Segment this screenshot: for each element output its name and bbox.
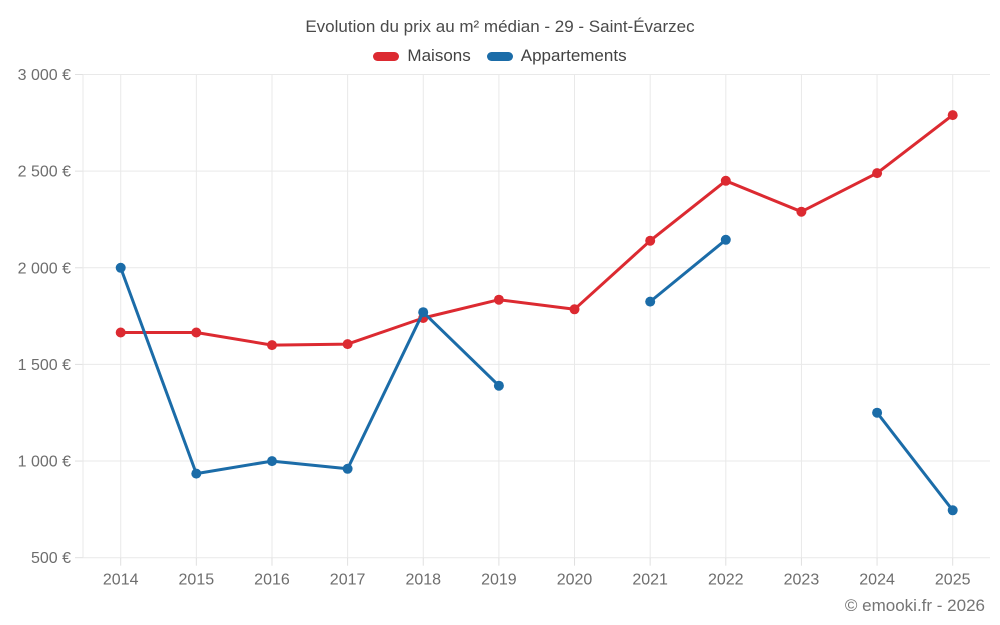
x-axis-label: 2020 — [557, 572, 593, 589]
data-point-maisons-2015[interactable] — [191, 327, 202, 338]
y-axis-label: 500 € — [31, 550, 71, 567]
y-axis-label: 1 000 € — [18, 454, 71, 471]
legend-label-appartements: Appartements — [520, 46, 627, 65]
x-axis-label: 2017 — [330, 572, 366, 589]
data-point-appartements-2022[interactable] — [720, 234, 731, 245]
data-point-appartements-2016[interactable] — [267, 456, 277, 467]
x-axis-label: 2021 — [632, 572, 668, 589]
x-axis-label: 2022 — [708, 572, 744, 589]
data-point-maisons-2014[interactable] — [115, 327, 126, 338]
data-point-appartements-2014[interactable] — [115, 262, 126, 273]
chart-legend: Maisons Appartements — [0, 46, 1000, 66]
x-axis-label: 2019 — [481, 572, 517, 589]
data-point-appartements-2025[interactable] — [947, 505, 958, 516]
x-axis-label: 2016 — [254, 572, 290, 589]
data-point-maisons-2020[interactable] — [569, 304, 580, 315]
data-point-appartements-2021[interactable] — [645, 296, 656, 307]
x-axis-label: 2023 — [784, 572, 820, 589]
data-point-appartements-2018[interactable] — [418, 307, 429, 318]
data-point-appartements-2015[interactable] — [191, 468, 202, 479]
data-point-appartements-2017[interactable] — [342, 463, 353, 474]
data-point-maisons-2019[interactable] — [493, 294, 504, 305]
legend-swatch-appartements — [486, 51, 513, 61]
x-axis-label: 2024 — [859, 572, 895, 589]
series-line-appartements — [648, 238, 728, 304]
chart-title: Evolution du prix au m² médian - 29 - Sa… — [305, 17, 695, 36]
x-axis-label: 2014 — [103, 572, 139, 589]
x-axis-label: 2018 — [405, 572, 441, 589]
data-point-maisons-2023[interactable] — [796, 206, 807, 217]
series-line-appartements — [875, 411, 955, 512]
legend-item-maisons[interactable]: Maisons — [373, 46, 471, 66]
data-point-maisons-2021[interactable] — [645, 235, 656, 246]
y-axis-label: 2 500 € — [18, 164, 71, 181]
data-point-maisons-2022[interactable] — [720, 175, 731, 186]
y-axis-label: 2 000 € — [18, 260, 71, 277]
data-point-appartements-2024[interactable] — [872, 407, 883, 418]
copyright-footer: © emooki.fr - 2026 — [844, 596, 985, 615]
y-axis-label: 3 000 € — [18, 67, 71, 84]
data-point-maisons-2017[interactable] — [342, 339, 353, 350]
data-point-maisons-2024[interactable] — [872, 168, 883, 179]
x-axis-label: 2025 — [935, 572, 971, 589]
series-line-appartements — [119, 266, 501, 476]
data-point-maisons-2016[interactable] — [267, 340, 277, 351]
data-point-appartements-2019[interactable] — [493, 380, 504, 391]
legend-item-appartements[interactable]: Appartements — [486, 46, 627, 66]
y-axis-label: 1 500 € — [18, 357, 71, 374]
series-line-maisons — [119, 113, 955, 347]
data-point-maisons-2025[interactable] — [947, 110, 958, 121]
legend-swatch-maisons — [373, 51, 400, 61]
x-axis-label: 2015 — [179, 572, 215, 589]
legend-label-maisons: Maisons — [407, 46, 471, 65]
